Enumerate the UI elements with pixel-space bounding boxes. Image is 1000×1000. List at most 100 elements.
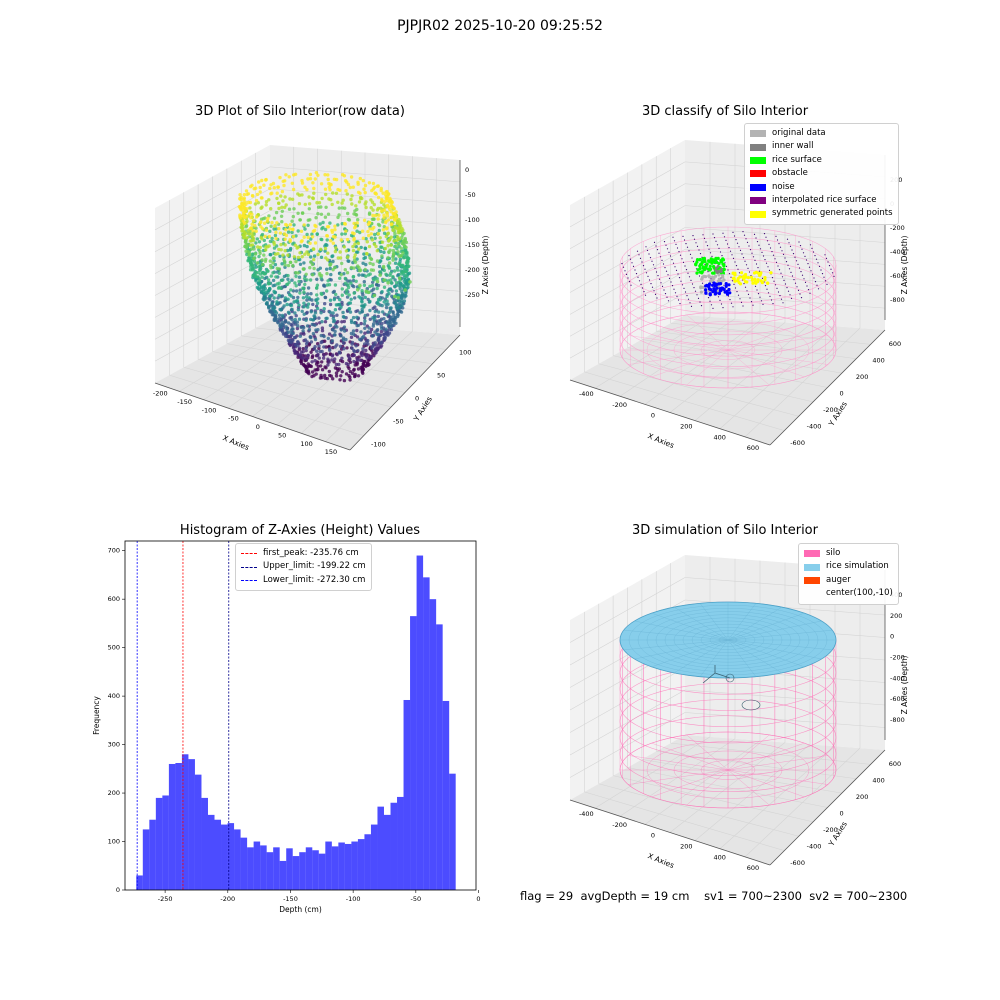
original-point	[717, 279, 721, 283]
interpolated-point	[828, 265, 831, 267]
classify-panel-title: 3D classify of Silo Interior	[641, 104, 809, 119]
data-point	[290, 230, 294, 235]
data-point	[270, 220, 274, 225]
data-point	[347, 259, 351, 263]
data-point	[306, 362, 310, 366]
data-point	[365, 252, 369, 256]
interpolated-point	[761, 277, 764, 279]
interpolated-point	[692, 261, 695, 263]
data-point	[323, 249, 327, 253]
data-point	[296, 340, 300, 344]
interpolated-point	[664, 293, 667, 295]
data-point	[270, 236, 274, 241]
legend-item: center(100,-10)	[804, 587, 893, 600]
data-point	[269, 224, 273, 228]
interpolated-point	[814, 255, 816, 257]
data-point	[340, 320, 344, 324]
data-point	[291, 214, 295, 219]
data-point	[315, 232, 319, 236]
grid-line	[569, 227, 686, 293]
interpolated-point	[675, 269, 678, 271]
interpolated-point	[622, 266, 625, 268]
data-point	[284, 222, 288, 227]
data-point	[276, 185, 280, 189]
data-point	[332, 333, 337, 337]
data-point	[369, 206, 373, 210]
histogram-bar	[403, 699, 411, 890]
data-point	[384, 327, 388, 331]
x-tick-label: -400	[579, 390, 594, 398]
data-point	[382, 300, 386, 304]
data-point	[288, 223, 293, 227]
x-tick-label: -150	[177, 398, 192, 406]
data-point	[248, 206, 252, 210]
histogram-bar	[410, 616, 417, 890]
rice-surface-point	[719, 260, 724, 264]
histogram-bar	[338, 842, 345, 890]
data-point	[399, 246, 403, 250]
histogram-bar	[383, 814, 391, 890]
interpolated-point	[677, 273, 679, 275]
data-point	[325, 267, 329, 271]
data-point	[335, 313, 339, 317]
data-point	[327, 197, 331, 201]
data-point	[385, 211, 389, 215]
data-point	[344, 372, 349, 376]
data-point	[307, 296, 311, 300]
interpolated-point	[739, 298, 741, 300]
data-point	[329, 313, 333, 317]
data-point	[260, 271, 265, 275]
data-point	[390, 315, 394, 319]
data-point	[326, 177, 330, 182]
interpolated-point	[796, 286, 798, 288]
data-point	[300, 193, 304, 197]
interpolated-point	[625, 273, 628, 275]
grid-line	[669, 742, 786, 833]
data-point	[309, 292, 313, 296]
interpolated-point	[742, 305, 744, 307]
interpolated-point	[758, 244, 760, 246]
data-point	[385, 226, 389, 230]
interpolated-point	[689, 302, 691, 304]
data-point	[314, 216, 318, 220]
data-point	[375, 279, 380, 284]
data-point	[356, 190, 361, 194]
data-point	[391, 275, 395, 279]
data-point	[363, 295, 367, 300]
data-point	[394, 244, 398, 248]
data-point	[376, 314, 380, 319]
data-point	[403, 236, 407, 241]
rice-surface-point	[695, 271, 699, 275]
symmetric-point	[769, 271, 773, 275]
interpolated-point	[716, 244, 719, 246]
data-point	[310, 235, 315, 239]
data-point	[351, 353, 355, 358]
data-point	[314, 372, 318, 376]
interpolated-point	[691, 283, 694, 285]
symmetric-point	[733, 271, 737, 275]
data-point	[280, 313, 285, 318]
interpolated-point	[660, 282, 662, 284]
data-point	[391, 248, 396, 253]
histogram-bar	[201, 797, 208, 890]
data-point	[366, 290, 371, 295]
interpolated-point	[732, 257, 735, 259]
histogram-bar	[312, 850, 319, 890]
data-point	[326, 212, 331, 216]
data-point	[334, 371, 339, 375]
interpolated-point	[732, 231, 734, 233]
data-point	[283, 195, 287, 199]
interpolated-point	[669, 255, 672, 257]
data-point	[251, 194, 255, 198]
data-point	[315, 306, 320, 311]
interpolated-point	[636, 250, 639, 252]
interpolated-point	[733, 235, 736, 237]
grid-line	[719, 746, 836, 849]
data-point	[285, 282, 289, 287]
data-point	[379, 186, 383, 191]
data-point	[282, 257, 286, 262]
data-point	[289, 303, 293, 308]
simulation-legend: silo rice simulation auger center(100,-10)	[798, 543, 899, 605]
y-tick-label: 0	[840, 810, 844, 818]
interpolated-point	[671, 259, 673, 261]
